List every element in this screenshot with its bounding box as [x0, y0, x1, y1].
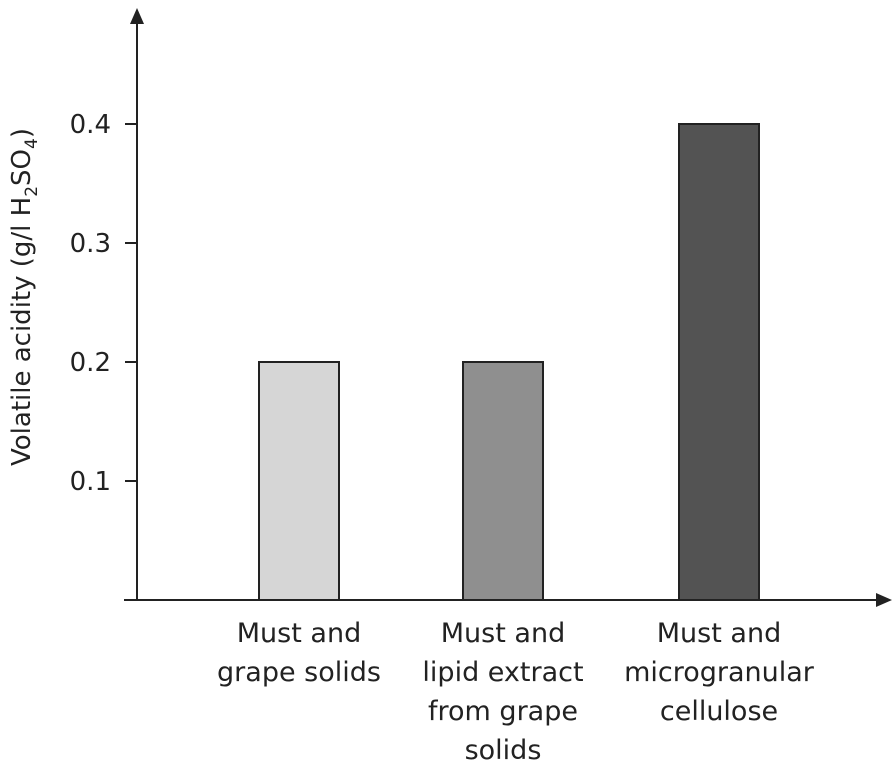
y-axis-title-sub1: 2	[22, 186, 42, 197]
y-axis-title-mid: SO	[7, 149, 37, 186]
x-category-label-line: microgranular	[624, 657, 815, 688]
y-ticks: 0.1 0.2 0.3 0.4	[70, 110, 137, 497]
y-tick-label: 0.4	[70, 110, 111, 140]
y-axis-arrow	[130, 8, 144, 24]
y-axis-title-end: )	[7, 128, 37, 138]
x-category-label-line: Must and	[441, 618, 565, 649]
x-category-label-line: grape solids	[217, 657, 381, 688]
y-tick-label: 0.2	[70, 348, 111, 378]
y-tick-label: 0.1	[70, 467, 111, 497]
x-category-labels: Must and grape solids Must and lipid extrac…	[217, 618, 815, 766]
x-category-label: Must and microgranular cellulose	[624, 618, 815, 727]
y-axis-title-sub2: 4	[22, 138, 42, 149]
x-category-label-line: lipid extract	[422, 657, 583, 688]
bar	[678, 123, 760, 601]
x-category-label-line: solids	[465, 735, 542, 766]
x-category-label-line: cellulose	[660, 696, 778, 727]
x-axis-arrow	[876, 593, 892, 607]
bar	[258, 361, 340, 601]
y-axis-title-main: Volatile acidity (g/l H	[7, 197, 37, 466]
y-axis-title: Volatile acidity (g/l H2SO4)	[7, 128, 42, 466]
bars	[258, 123, 760, 601]
x-category-label: Must and lipid extract from grape solids	[422, 618, 583, 766]
x-category-label: Must and grape solids	[217, 618, 381, 688]
bar	[462, 361, 544, 601]
x-category-label-line: Must and	[657, 618, 781, 649]
x-category-label-line: from grape	[428, 696, 578, 727]
x-category-label-line: Must and	[237, 618, 361, 649]
y-tick-label: 0.3	[70, 229, 111, 259]
